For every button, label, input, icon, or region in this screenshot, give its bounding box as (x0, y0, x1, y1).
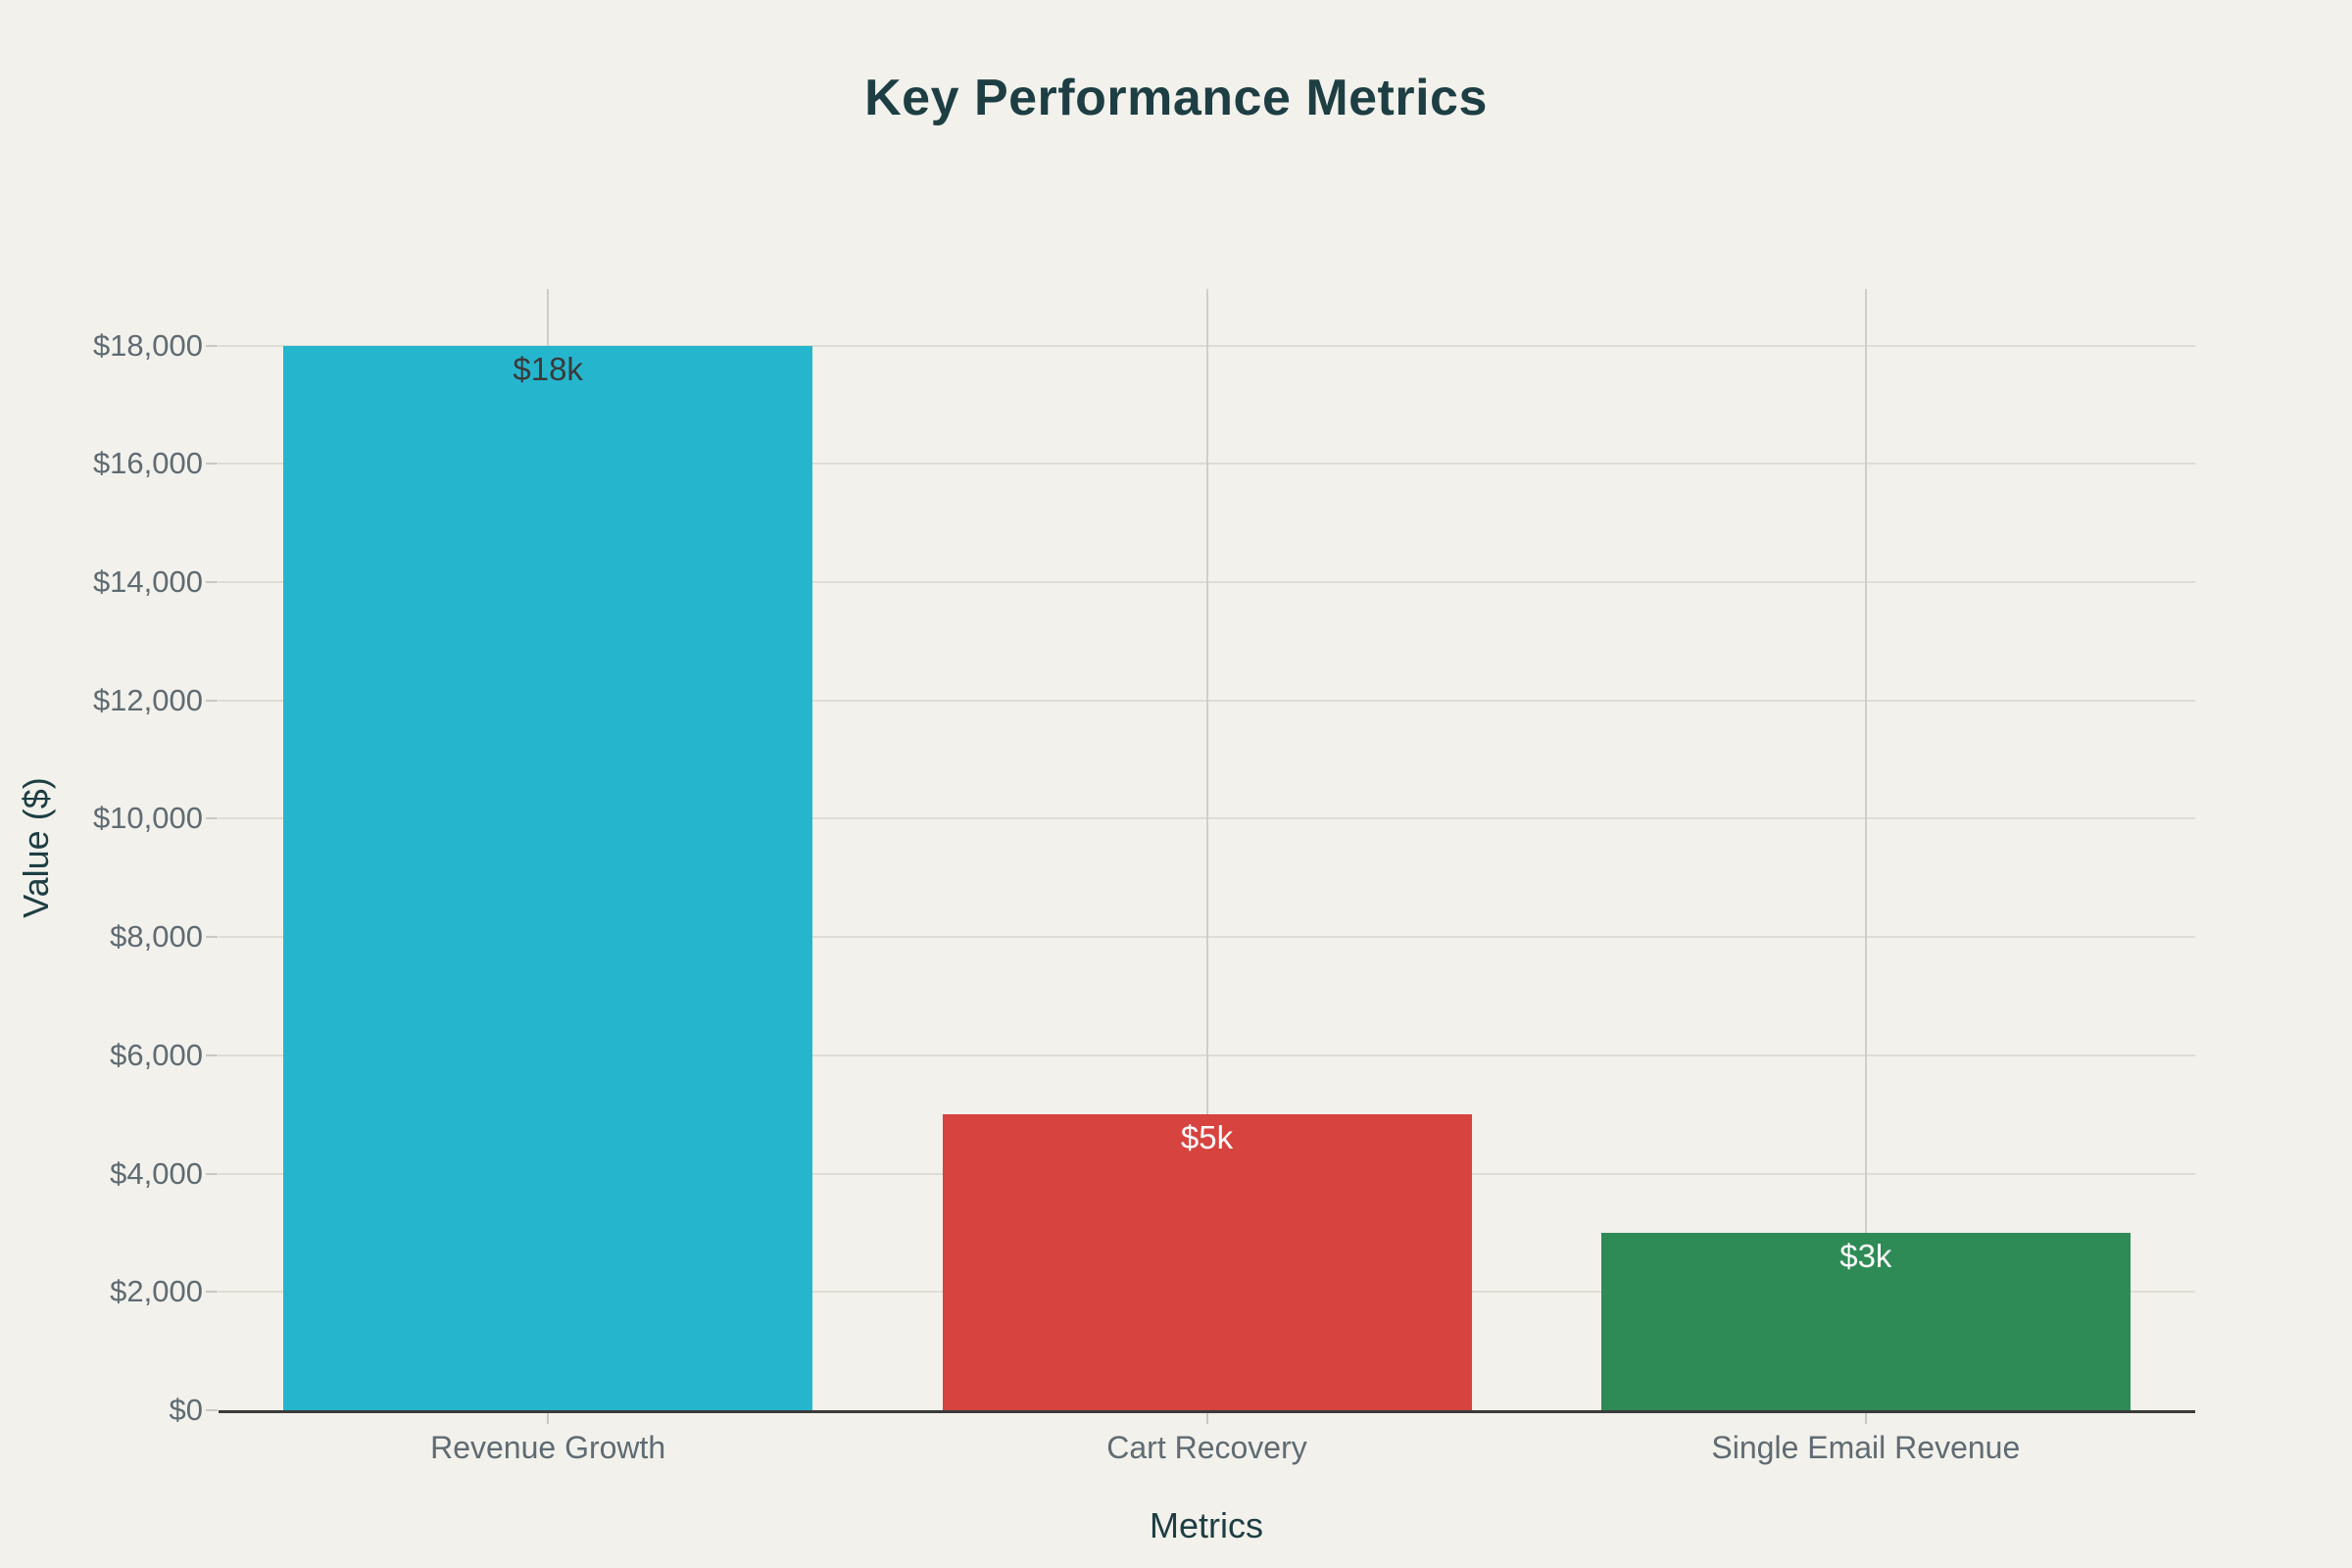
bar-value-label: $18k (513, 350, 583, 387)
x-axis-line (219, 1410, 2195, 1413)
x-tick-label: Cart Recovery (1106, 1430, 1307, 1465)
y-tick-label: $14,000 (92, 564, 203, 599)
y-tick-mark (206, 1172, 218, 1175)
y-tick-label: $12,000 (92, 682, 203, 717)
y-tick-label: $10,000 (92, 801, 203, 836)
y-tick-mark (206, 936, 218, 939)
y-tick-mark (206, 1409, 218, 1411)
y-tick-label: $16,000 (92, 446, 203, 481)
y-tick-label: $0 (169, 1393, 203, 1427)
x-tick-mark (1205, 1413, 1208, 1424)
y-tick-mark (206, 1291, 218, 1294)
x-tick-mark (547, 1413, 550, 1424)
gridline-vertical (1864, 289, 1867, 1410)
bar-value-label: $5k (1180, 1119, 1234, 1156)
chart-title: Key Performance Metrics (864, 70, 1488, 126)
y-tick-label: $2,000 (110, 1274, 203, 1309)
y-tick-mark (206, 344, 218, 347)
bar-single-email-revenue (1600, 1232, 2131, 1410)
y-tick-label: $8,000 (110, 919, 203, 955)
y-tick-mark (206, 580, 218, 583)
y-tick-label: $4,000 (110, 1155, 203, 1191)
y-tick-mark (206, 463, 218, 466)
x-tick-label: Single Email Revenue (1711, 1430, 2021, 1465)
y-tick-mark (206, 817, 218, 820)
x-tick-label: Revenue Growth (430, 1430, 666, 1465)
x-axis-title: Metrics (1150, 1505, 1263, 1545)
x-tick-mark (1864, 1413, 1867, 1424)
y-tick-label: $6,000 (110, 1037, 203, 1072)
gridline-vertical (1205, 289, 1208, 1410)
y-tick-label: $18,000 (92, 327, 203, 363)
y-tick-mark (206, 1054, 218, 1056)
y-tick-mark (206, 699, 218, 702)
bar-value-label: $3k (1839, 1237, 1892, 1274)
bar-cart-recovery (942, 1114, 1472, 1410)
bar-revenue-growth (283, 345, 813, 1410)
